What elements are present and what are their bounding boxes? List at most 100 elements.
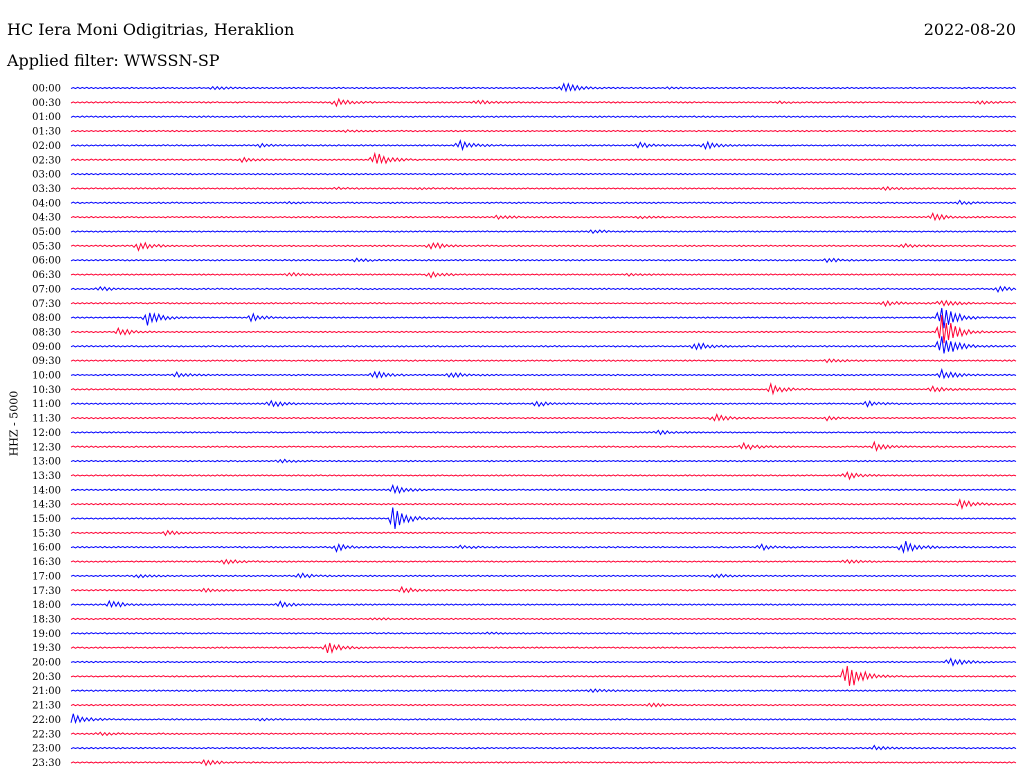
trace-1730 [70, 585, 1017, 594]
trace-1030 [70, 381, 1017, 396]
trace-2200 [70, 713, 1017, 725]
time-label-1030: 10:30 [32, 385, 61, 396]
time-label-2200: 22:00 [32, 715, 61, 726]
filter-label: Applied filter: WWSSN-SP [7, 51, 220, 70]
time-label-0900: 09:00 [32, 342, 61, 353]
trace-1700 [70, 572, 1017, 579]
time-label-1100: 11:00 [32, 399, 61, 410]
time-label-2230: 22:30 [32, 729, 61, 740]
trace-2000 [70, 657, 1017, 667]
trace-2100 [70, 688, 1017, 694]
time-label-0630: 06:30 [32, 270, 61, 281]
trace-1930 [70, 642, 1017, 655]
trace-1230 [70, 440, 1017, 452]
trace-0430 [70, 211, 1017, 222]
trace-0400 [70, 199, 1017, 206]
time-label-0100: 01:00 [32, 112, 61, 123]
trace-0200 [70, 139, 1017, 152]
trace-0900 [70, 336, 1017, 354]
trace-2030 [70, 665, 1017, 686]
trace-0230 [70, 151, 1017, 165]
time-label-1400: 14:00 [32, 485, 61, 496]
trace-2130 [70, 702, 1017, 708]
time-label-0730: 07:30 [32, 299, 61, 310]
trace-1330 [70, 471, 1017, 481]
trace-1500 [70, 507, 1017, 529]
trace-1900 [70, 631, 1017, 635]
trace-0730 [70, 299, 1017, 308]
time-label-0430: 04:30 [32, 213, 61, 224]
trace-0130 [70, 129, 1017, 133]
trace-0630 [70, 270, 1017, 279]
trace-1000 [70, 367, 1017, 380]
time-label-1530: 15:30 [32, 528, 61, 539]
trace-0030 [70, 97, 1017, 108]
trace-0700 [70, 285, 1017, 294]
trace-1130 [70, 412, 1017, 422]
trace-0500 [70, 229, 1017, 235]
station-title: HC Iera Moni Odigitrias, Heraklion [7, 20, 295, 39]
trace-1530 [70, 529, 1017, 537]
time-label-1600: 16:00 [32, 543, 61, 554]
time-label-1800: 18:00 [32, 600, 61, 611]
time-label-1630: 16:30 [32, 557, 61, 568]
trace-0930 [70, 358, 1017, 364]
trace-1300 [70, 458, 1017, 464]
time-label-0500: 05:00 [32, 227, 61, 238]
trace-0100 [70, 115, 1017, 118]
time-label-1430: 14:30 [32, 500, 61, 511]
trace-1200 [70, 429, 1017, 436]
time-label-0000: 00:00 [32, 84, 61, 95]
date-label: 2022-08-20 [923, 20, 1016, 39]
time-label-1930: 19:30 [32, 643, 61, 654]
time-label-2100: 21:00 [32, 686, 61, 697]
trace-0300 [70, 172, 1017, 176]
trace-1600 [70, 540, 1017, 555]
trace-0530 [70, 241, 1017, 252]
time-label-1230: 12:30 [32, 442, 61, 453]
trace-0600 [70, 257, 1017, 264]
time-label-0700: 07:00 [32, 284, 61, 295]
time-label-1330: 13:30 [32, 471, 61, 482]
time-label-1200: 12:00 [32, 428, 61, 439]
trace-1430 [70, 498, 1017, 510]
time-label-0300: 03:00 [32, 170, 61, 181]
trace-1830 [70, 617, 1017, 621]
time-label-1900: 19:00 [32, 629, 61, 640]
time-label-0800: 08:00 [32, 313, 61, 324]
trace-0000 [70, 82, 1017, 93]
time-label-2330: 23:30 [32, 758, 61, 769]
time-label-0030: 00:30 [32, 98, 61, 109]
trace-0330 [70, 185, 1017, 192]
time-label-1300: 13:00 [32, 457, 61, 468]
trace-2330 [70, 759, 1017, 767]
trace-1400 [70, 483, 1017, 495]
time-label-0830: 08:30 [32, 327, 61, 338]
time-label-0130: 01:30 [32, 127, 61, 138]
time-label-0400: 04:00 [32, 198, 61, 209]
time-label-0930: 09:30 [32, 356, 61, 367]
time-label-1830: 18:30 [32, 614, 61, 625]
time-label-0230: 02:30 [32, 155, 61, 166]
trace-0830 [70, 315, 1017, 344]
time-label-1500: 15:00 [32, 514, 61, 525]
time-label-0600: 06:00 [32, 256, 61, 267]
trace-1100 [70, 399, 1017, 408]
trace-0800 [70, 307, 1017, 329]
time-label-2030: 20:30 [32, 672, 61, 683]
trace-1800 [70, 599, 1017, 609]
time-label-0200: 02:00 [32, 141, 61, 152]
trace-2300 [70, 744, 1017, 751]
trace-2230 [70, 731, 1017, 737]
time-label-2300: 23:00 [32, 744, 61, 755]
time-label-0530: 05:30 [32, 241, 61, 252]
time-label-1700: 17:00 [32, 571, 61, 582]
time-label-2000: 20:00 [32, 658, 61, 669]
time-label-0330: 03:30 [32, 184, 61, 195]
time-label-1730: 17:30 [32, 586, 61, 597]
time-label-2130: 21:30 [32, 701, 61, 712]
time-label-1000: 10:00 [32, 371, 61, 382]
trace-1630 [70, 558, 1017, 565]
time-label-1130: 11:30 [32, 414, 61, 425]
